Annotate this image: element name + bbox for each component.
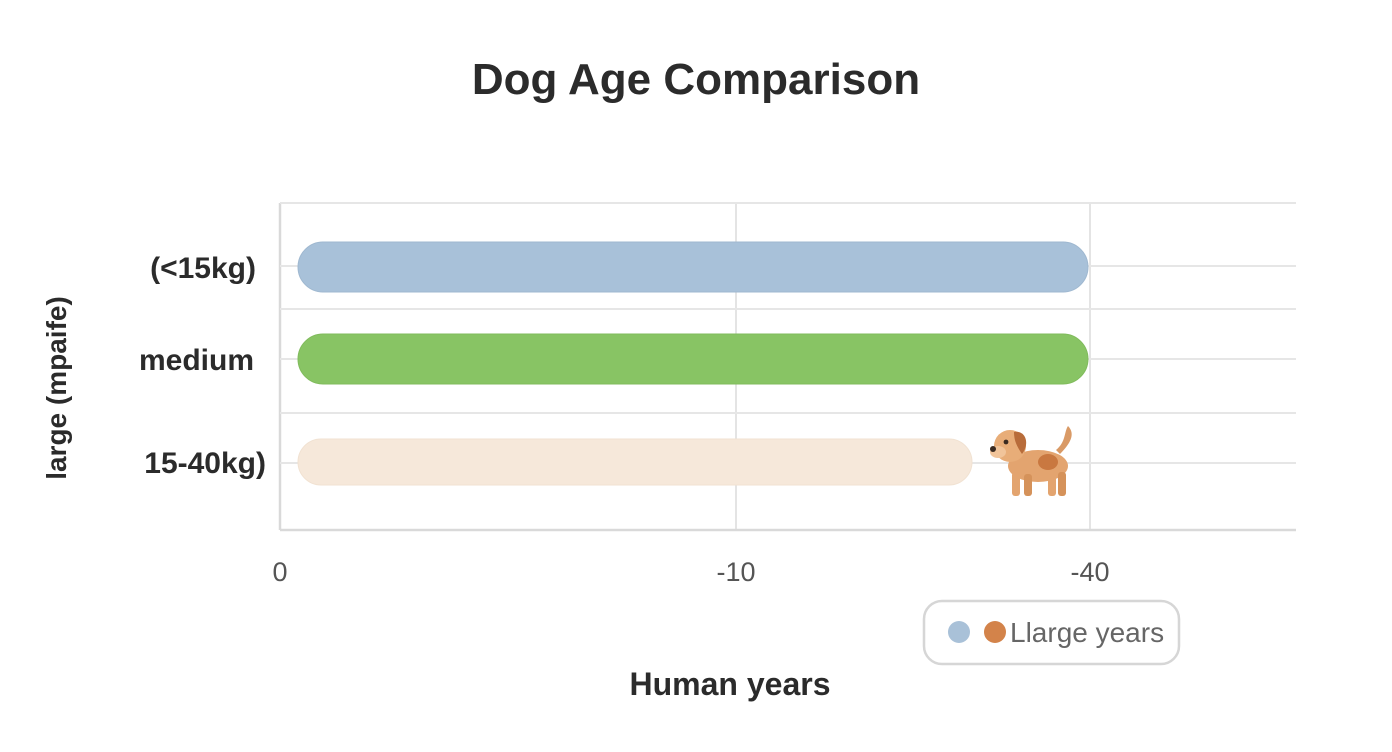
dog-icon (990, 426, 1072, 496)
category-labels: (<15kg) medium 15-40kg) (139, 252, 266, 480)
category-label: (<15kg) (150, 252, 256, 285)
x-axis-label: Human years (630, 666, 831, 702)
legend-marker-orange (984, 621, 1006, 643)
x-tick-label: -10 (716, 557, 755, 587)
category-label: medium (139, 344, 254, 377)
bars (297, 241, 1089, 486)
legend: Llarge years (922, 599, 1181, 666)
x-tick-labels: 0 -10 -40 (272, 557, 1109, 587)
x-tick-label: 0 (272, 557, 287, 587)
legend-marker-blue (948, 621, 970, 643)
bar (297, 438, 973, 486)
x-tick-label: -40 (1070, 557, 1109, 587)
legend-box (922, 599, 1181, 666)
bar (297, 241, 1089, 293)
category-label: 15-40kg) (144, 447, 266, 480)
legend-label: Llarge years (1010, 617, 1164, 648)
chart-title: Dog Age Comparison (472, 55, 920, 104)
y-axis-label: large (mpaife) (41, 296, 72, 480)
bar (297, 333, 1089, 385)
